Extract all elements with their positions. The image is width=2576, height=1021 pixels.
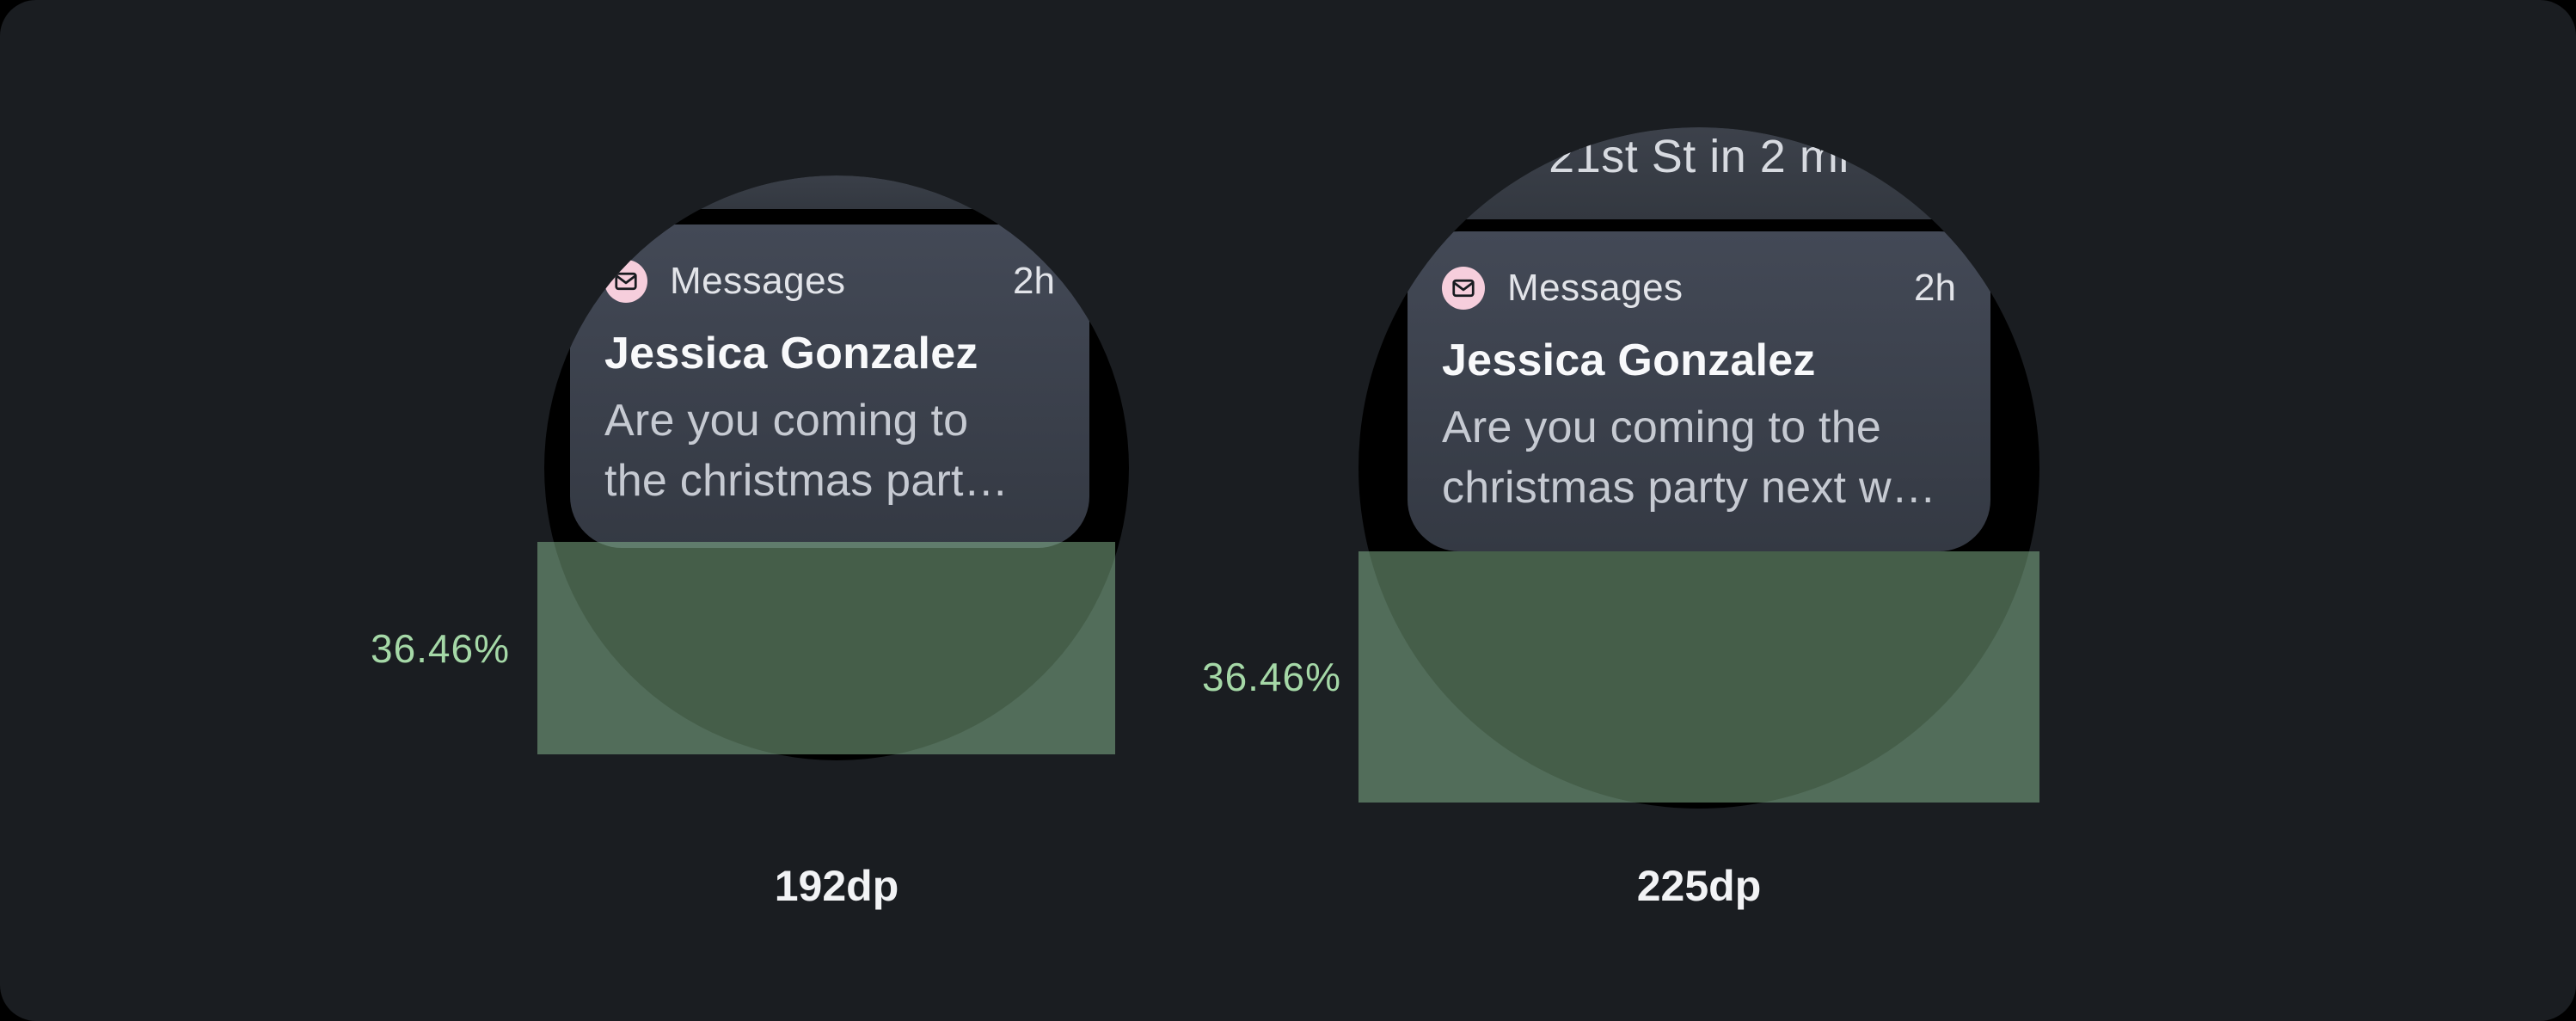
notification-title: Jessica Gonzalez [1442, 335, 1816, 385]
previous-notification-peek[interactable]: 21st St in 2 mi [1406, 127, 1992, 219]
watch-screen-225dp: 21st St in 2 mi Messages 2h Jessica Gonz… [1359, 127, 2039, 809]
notification-header: Messages 2h [1442, 267, 1956, 310]
notification-body-line: christmas party next w… [1442, 463, 1937, 513]
notification-body-line: the christmas part… [604, 456, 1009, 506]
previous-notification-peek[interactable] [585, 175, 1089, 209]
notification-title: Jessica Gonzalez [604, 329, 978, 378]
notification-card[interactable]: Messages 2h Jessica Gonzalez Are you com… [570, 224, 1089, 548]
notification-body-line: Are you coming to [604, 396, 969, 446]
envelope-icon [604, 260, 647, 303]
screen-size-label: 192dp [774, 862, 899, 910]
previous-notification-text [586, 175, 1089, 177]
coverage-percent-label: 36.46% [370, 626, 510, 671]
coverage-overlay [1359, 551, 2039, 803]
timestamp: 2h [1914, 267, 1956, 309]
coverage-percent-label: 36.46% [1201, 655, 1341, 699]
notification-header: Messages 2h [604, 260, 1055, 303]
notification-body-line: Are you coming to the [1442, 403, 1882, 452]
timestamp: 2h [1013, 260, 1055, 302]
app-name: Messages [670, 260, 846, 302]
previous-notification-text: 21st St in 2 mi [1549, 131, 1849, 182]
notification-card[interactable]: Messages 2h Jessica Gonzalez Are you com… [1408, 231, 1990, 551]
envelope-icon [1442, 267, 1485, 310]
notification-body: Are you coming to the christmas part… [604, 391, 1055, 511]
coverage-overlay [537, 542, 1115, 754]
screen-size-label: 225dp [1636, 862, 1762, 910]
app-name: Messages [1507, 267, 1684, 309]
watch-screen-192dp: Messages 2h Jessica Gonzalez Are you com… [544, 175, 1129, 760]
notification-body: Are you coming to the christmas party ne… [1442, 397, 1956, 518]
